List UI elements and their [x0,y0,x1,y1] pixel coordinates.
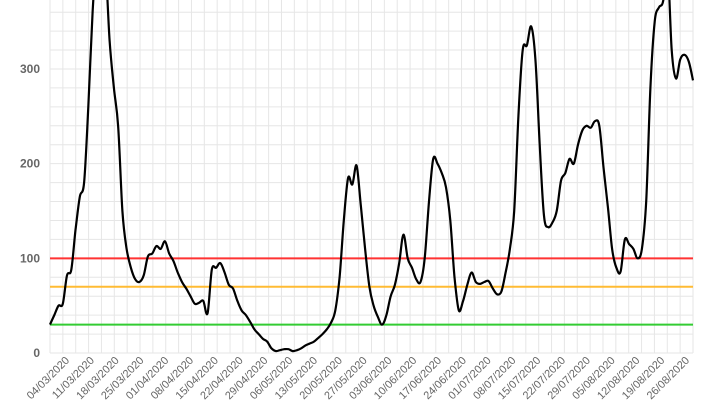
y-axis-ticks: 0 100 200 300 [20,62,40,360]
threshold-lines [50,257,693,326]
series-group [48,0,695,353]
series-line [48,0,695,353]
x-axis-ticks: 04/03/202011/03/202018/03/202025/03/2020… [25,355,692,400]
y-tick-label: 0 [33,346,40,360]
y-tick-label: 300 [20,62,40,76]
y-tick-label: 100 [20,251,40,265]
y-tick-label: 200 [20,157,40,171]
